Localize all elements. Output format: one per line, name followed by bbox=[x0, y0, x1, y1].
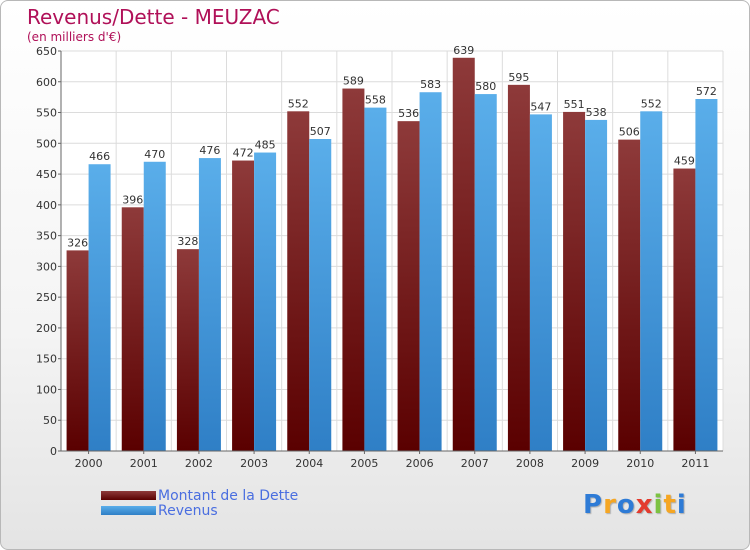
y-tick-label: 600 bbox=[36, 76, 57, 89]
bar-revenus bbox=[309, 139, 332, 451]
x-tick-label: 2007 bbox=[461, 457, 489, 470]
data-label-revenus: 580 bbox=[475, 80, 496, 93]
logo-letter: i bbox=[653, 490, 664, 520]
bar-revenus bbox=[529, 114, 552, 451]
logo-letter: o bbox=[616, 490, 636, 520]
data-label-revenus: 558 bbox=[365, 94, 386, 107]
data-label-dette: 506 bbox=[619, 126, 640, 139]
bar-dette bbox=[121, 207, 144, 451]
data-label-dette: 396 bbox=[122, 193, 143, 206]
x-tick-label: 2010 bbox=[626, 457, 654, 470]
logo-letter: x bbox=[635, 490, 654, 520]
data-label-dette: 552 bbox=[288, 97, 309, 110]
y-tick-label: 250 bbox=[36, 291, 57, 304]
logo-letter: P bbox=[583, 490, 604, 520]
bar-dette bbox=[342, 88, 365, 452]
legend: Montant de la Dette Revenus bbox=[101, 487, 299, 519]
bar-revenus bbox=[198, 158, 221, 452]
x-tick-label: 2008 bbox=[516, 457, 544, 470]
data-label-revenus: 572 bbox=[696, 85, 717, 98]
legend-item-dette: Montant de la Dette bbox=[101, 487, 299, 504]
bar-dette bbox=[507, 84, 530, 451]
x-tick-label: 2011 bbox=[681, 457, 709, 470]
bar-dette bbox=[618, 139, 641, 451]
x-tick-label: 2006 bbox=[406, 457, 434, 470]
x-tick-label: 2003 bbox=[240, 457, 268, 470]
y-tick-label: 300 bbox=[36, 260, 57, 273]
chart-title: Revenus/Dette - MEUZAC bbox=[27, 5, 280, 29]
data-label-dette: 472 bbox=[233, 147, 254, 160]
bar-dette bbox=[673, 168, 696, 452]
bar-revenus bbox=[419, 92, 442, 451]
logo-letter: i bbox=[676, 490, 687, 520]
bars bbox=[66, 57, 718, 452]
data-label-revenus: 476 bbox=[199, 144, 220, 157]
x-tick-label: 2009 bbox=[571, 457, 599, 470]
bar-revenus bbox=[474, 94, 497, 452]
logo-letter: t bbox=[663, 490, 677, 520]
x-tick-label: 2000 bbox=[75, 457, 103, 470]
data-label-dette: 639 bbox=[453, 44, 474, 57]
y-tick-label: 150 bbox=[36, 353, 57, 366]
data-label-revenus: 485 bbox=[255, 139, 276, 152]
x-tick-label: 2001 bbox=[130, 457, 158, 470]
data-label-revenus: 583 bbox=[420, 78, 441, 91]
data-label-dette: 589 bbox=[343, 75, 364, 88]
bar-revenus bbox=[88, 164, 111, 451]
grid bbox=[60, 50, 724, 452]
bar-revenus bbox=[695, 99, 718, 451]
data-label-dette: 536 bbox=[398, 107, 419, 120]
data-label-revenus: 507 bbox=[310, 125, 331, 138]
proxiti-logo: Proxiti bbox=[583, 490, 687, 520]
data-label-dette: 551 bbox=[564, 98, 585, 111]
y-tick-label: 50 bbox=[43, 414, 57, 427]
y-tick-label: 0 bbox=[50, 445, 57, 458]
bar-dette bbox=[397, 121, 420, 452]
bar-dette bbox=[452, 57, 475, 452]
bar-dette bbox=[232, 160, 255, 452]
logo-letter: r bbox=[603, 490, 617, 520]
y-tick-label: 500 bbox=[36, 137, 57, 150]
data-label-revenus: 538 bbox=[586, 106, 607, 119]
data-label-dette: 326 bbox=[67, 236, 88, 249]
data-label-revenus: 552 bbox=[641, 97, 662, 110]
bar-revenus bbox=[364, 107, 387, 451]
bar-dette bbox=[176, 249, 199, 451]
y-tick-label: 400 bbox=[36, 199, 57, 212]
legend-swatch-dette bbox=[101, 491, 156, 500]
legend-item-revenus: Revenus bbox=[101, 502, 298, 519]
legend-swatch-revenus bbox=[101, 506, 156, 515]
y-tick-label: 100 bbox=[36, 383, 57, 396]
x-tick-label: 2005 bbox=[350, 457, 378, 470]
chart-subtitle: (en milliers d'€) bbox=[27, 30, 122, 44]
y-tick-label: 650 bbox=[36, 45, 57, 58]
bar-dette bbox=[563, 111, 586, 451]
y-tick-label: 550 bbox=[36, 107, 57, 120]
y-tick-label: 350 bbox=[36, 230, 57, 243]
bar-dette bbox=[287, 111, 310, 452]
axes: 0 50 100 150 200 250 300 350 400 450 500 550 600 650 2… bbox=[36, 45, 723, 470]
y-tick-label: 450 bbox=[36, 168, 57, 181]
bar-revenus bbox=[585, 119, 608, 451]
bar-revenus bbox=[254, 152, 277, 452]
data-label-dette: 328 bbox=[177, 235, 198, 248]
bar-revenus bbox=[640, 111, 663, 452]
data-label-revenus: 466 bbox=[89, 150, 110, 163]
data-label-revenus: 547 bbox=[530, 100, 551, 113]
data-label-dette: 459 bbox=[674, 155, 695, 168]
legend-label-revenus: Revenus bbox=[158, 502, 218, 519]
bar-revenus bbox=[143, 161, 166, 451]
x-tick-label: 2002 bbox=[185, 457, 213, 470]
y-tick-label: 200 bbox=[36, 322, 57, 335]
data-label-dette: 595 bbox=[508, 71, 529, 84]
data-label-revenus: 470 bbox=[144, 148, 165, 161]
bar-dette bbox=[66, 250, 89, 451]
x-tick-label: 2004 bbox=[295, 457, 323, 470]
legend-label-dette: Montant de la Dette bbox=[158, 487, 299, 504]
